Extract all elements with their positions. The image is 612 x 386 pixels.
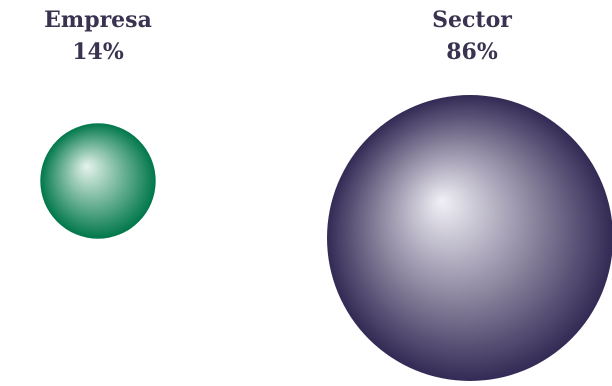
sector-name: Sector [432,7,512,33]
empresa-name: Empresa [44,7,152,33]
empresa-bubble [40,123,156,239]
empresa-label: Empresa 14% [44,4,152,68]
sector-label: Sector 86% [432,4,512,68]
sector-value: 86% [446,39,498,65]
empresa-value: 14% [72,39,124,65]
sector-bubble [327,95,612,381]
